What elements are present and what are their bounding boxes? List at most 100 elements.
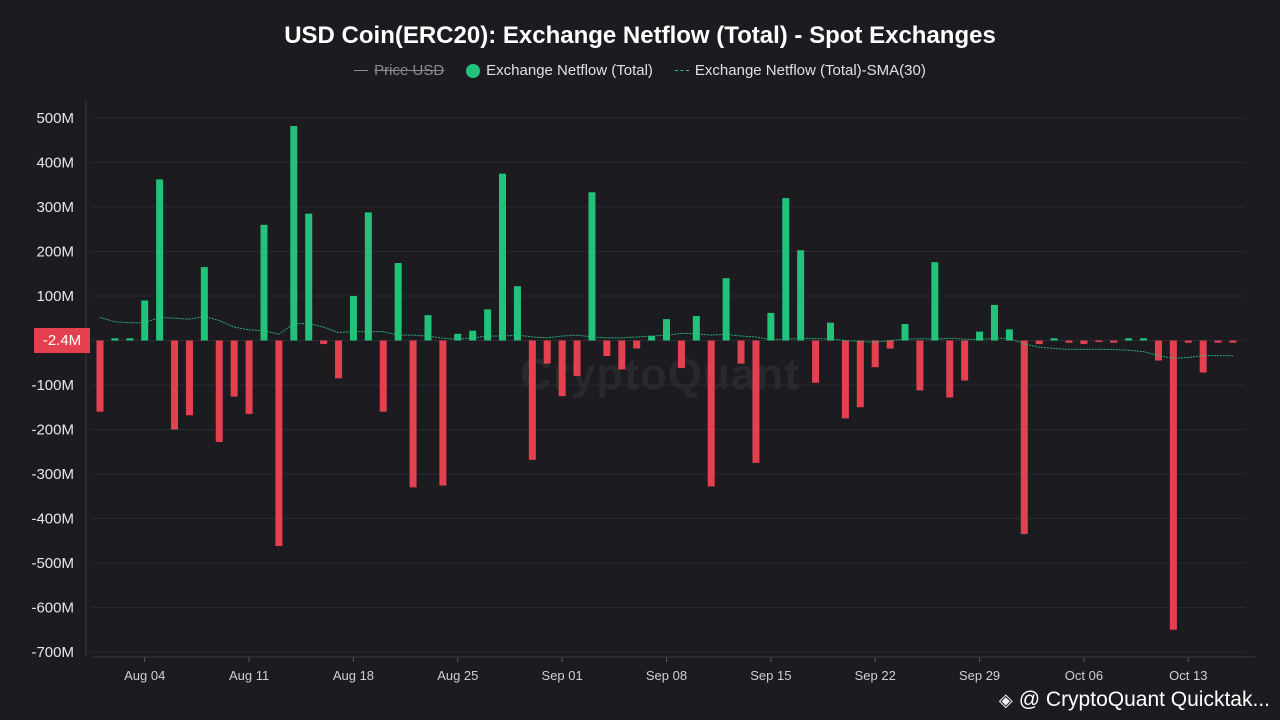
bar — [722, 278, 730, 341]
sma-line — [99, 315, 1233, 359]
legend-line-icon — [354, 70, 369, 71]
bar — [961, 340, 969, 381]
bar — [1020, 340, 1028, 535]
legend-item-netflow[interactable]: Exchange Netflow (Total) — [466, 62, 653, 79]
y-tick-label: -200M — [31, 422, 74, 439]
bar — [1065, 340, 1073, 343]
bar — [290, 126, 298, 341]
bar — [499, 173, 507, 341]
watermark-text: @ CryptoQuant Quicktak... — [1018, 688, 1270, 711]
bar — [692, 316, 700, 341]
watermark: ◈ @ CryptoQuant Quicktak... — [999, 688, 1270, 712]
x-tick-label: Sep 08 — [646, 668, 687, 683]
bar — [558, 340, 566, 397]
bar — [1110, 340, 1118, 343]
legend: Price USD Exchange Netflow (Total) Excha… — [0, 62, 1280, 79]
x-tick-label: Oct 06 — [1065, 668, 1103, 683]
binance-square-icon: ◈ — [998, 689, 1013, 710]
y-tick-label: 100M — [36, 288, 74, 305]
legend-label-netflow: Exchange Netflow (Total) — [486, 62, 653, 79]
chart-title: USD Coin(ERC20): Exchange Netflow (Total… — [284, 22, 996, 49]
bar — [439, 340, 447, 486]
y-tick-label: -100M — [31, 377, 74, 394]
bar — [946, 340, 954, 398]
y-tick-label: -300M — [31, 466, 74, 483]
legend-label-price: Price USD — [374, 62, 445, 79]
bar — [1184, 340, 1192, 343]
bar — [648, 336, 656, 341]
background-watermark: CryptoQuant — [520, 350, 800, 399]
bar — [230, 340, 238, 397]
y-tick-label: 200M — [36, 244, 74, 261]
bar — [588, 192, 596, 341]
bar — [394, 263, 402, 341]
bar — [677, 340, 685, 369]
bar — [573, 340, 581, 377]
bar — [797, 250, 805, 341]
bar — [275, 340, 283, 547]
legend-item-price-usd[interactable]: Price USD — [354, 62, 444, 79]
bar — [916, 340, 924, 391]
bar — [841, 340, 849, 419]
bar — [812, 340, 820, 383]
bar — [1199, 340, 1207, 373]
x-tick-label: Sep 15 — [750, 668, 791, 683]
bar — [111, 338, 119, 341]
legend-dashed-line-icon — [674, 70, 689, 71]
bar — [469, 330, 477, 341]
bar — [782, 198, 790, 341]
bar — [1140, 338, 1148, 341]
bar — [856, 340, 864, 408]
legend-dot-icon — [466, 63, 481, 78]
x-tick-label: Aug 18 — [333, 668, 374, 683]
bar — [1050, 338, 1058, 341]
x-tick-label: Aug 25 — [437, 668, 478, 683]
bar — [618, 340, 626, 370]
x-tick-label: Aug 04 — [124, 668, 165, 683]
bar — [409, 340, 417, 488]
bar — [96, 340, 104, 412]
bar — [1214, 340, 1222, 343]
bar — [424, 315, 432, 341]
y-tick-label: 400M — [36, 155, 74, 172]
y-tick-label: -500M — [31, 555, 74, 572]
bar — [305, 213, 313, 341]
bar — [1169, 340, 1177, 630]
bar — [245, 340, 253, 414]
x-tick-label: Sep 22 — [855, 668, 896, 683]
bar — [737, 340, 745, 364]
bar — [320, 340, 328, 345]
bar — [886, 340, 894, 349]
bar — [603, 340, 611, 357]
bar — [215, 340, 223, 442]
y-tick-label: -600M — [31, 600, 74, 617]
bar — [379, 340, 387, 412]
y-tick-label: 300M — [36, 199, 74, 216]
bar — [543, 340, 551, 364]
x-tick-label: Sep 29 — [959, 668, 1000, 683]
bar — [171, 340, 179, 430]
bar — [1080, 340, 1088, 345]
legend-item-sma[interactable]: Exchange Netflow (Total)-SMA(30) — [674, 62, 926, 79]
bar — [663, 319, 670, 341]
bar — [126, 338, 134, 341]
bar — [454, 333, 462, 341]
legend-label-sma: Exchange Netflow (Total)-SMA(30) — [694, 62, 926, 79]
bar — [826, 322, 834, 341]
bar — [752, 340, 760, 463]
bar — [1154, 340, 1162, 361]
bar — [200, 267, 208, 341]
bar — [156, 179, 164, 341]
bar — [1125, 338, 1133, 341]
bar — [901, 324, 909, 341]
bar — [1035, 340, 1043, 345]
bar — [707, 340, 715, 487]
bar — [484, 309, 492, 341]
bar — [1005, 329, 1013, 341]
y-tick-label: -700M — [31, 644, 74, 661]
bar — [349, 296, 357, 341]
bar — [141, 300, 149, 341]
x-tick-label: Aug 11 — [229, 668, 269, 683]
bar — [513, 286, 521, 341]
bar — [528, 340, 536, 460]
